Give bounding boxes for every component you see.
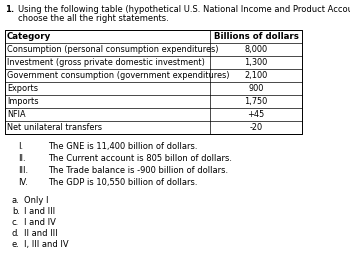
Text: Exports: Exports [7, 84, 38, 93]
Text: I, III and IV: I, III and IV [24, 240, 69, 249]
Text: d.: d. [12, 229, 20, 238]
Text: I.: I. [18, 142, 23, 151]
Text: -20: -20 [250, 123, 262, 132]
Text: Imports: Imports [7, 97, 38, 106]
Text: Net unilateral transfers: Net unilateral transfers [7, 123, 102, 132]
Text: 1,750: 1,750 [244, 97, 268, 106]
Text: 1.: 1. [5, 5, 14, 14]
Text: 2,100: 2,100 [244, 71, 268, 80]
Text: II.: II. [18, 154, 26, 163]
Text: a.: a. [12, 196, 20, 205]
Text: I and III: I and III [24, 207, 55, 216]
Text: 8,000: 8,000 [244, 45, 267, 54]
Text: Billions of dollars: Billions of dollars [214, 32, 299, 41]
Text: I and IV: I and IV [24, 218, 56, 227]
Text: 1,300: 1,300 [244, 58, 268, 67]
Text: The Trade balance is -900 billion of dollars.: The Trade balance is -900 billion of dol… [48, 166, 228, 175]
Text: NFIA: NFIA [7, 110, 26, 119]
Text: II and III: II and III [24, 229, 58, 238]
Text: Category: Category [7, 32, 51, 41]
Text: The GNE is 11,400 billion of dollars.: The GNE is 11,400 billion of dollars. [48, 142, 197, 151]
Text: The Current account is 805 billon of dollars.: The Current account is 805 billon of dol… [48, 154, 232, 163]
Text: Consumption (personal consumption expenditures): Consumption (personal consumption expend… [7, 45, 218, 54]
Text: IV.: IV. [18, 178, 28, 187]
Text: e.: e. [12, 240, 20, 249]
Text: b.: b. [12, 207, 20, 216]
Text: +45: +45 [247, 110, 265, 119]
Text: The GDP is 10,550 billion of dollars.: The GDP is 10,550 billion of dollars. [48, 178, 197, 187]
Text: 900: 900 [248, 84, 264, 93]
Text: Government consumption (government expenditures): Government consumption (government expen… [7, 71, 230, 80]
Text: Only I: Only I [24, 196, 49, 205]
Text: choose the all the right statements.: choose the all the right statements. [18, 14, 169, 23]
Text: c.: c. [12, 218, 19, 227]
Bar [5, 30, 302, 134]
Text: Using the following table (hypothetical U.S. National Income and Product Account: Using the following table (hypothetical … [18, 5, 350, 14]
Text: Investment (gross private domestic investment): Investment (gross private domestic inves… [7, 58, 205, 67]
Text: III.: III. [18, 166, 28, 175]
